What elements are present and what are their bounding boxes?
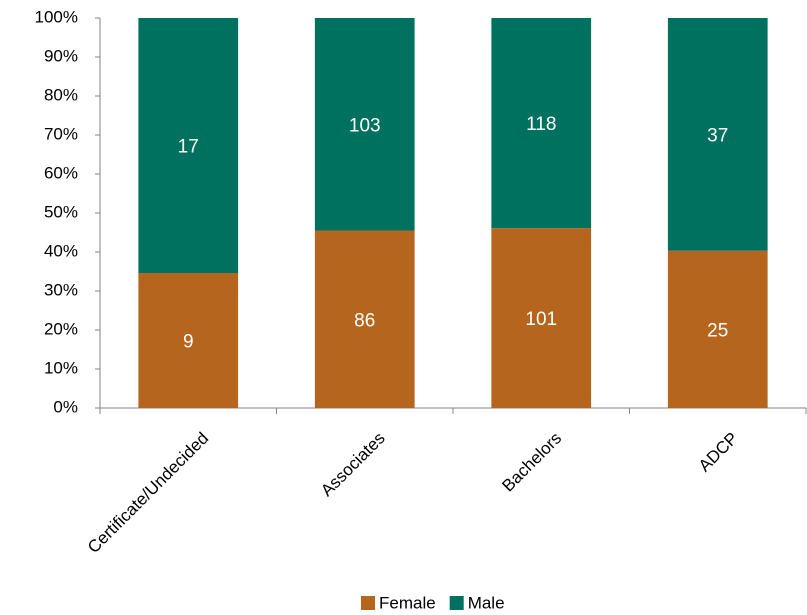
legend-label: Female [379, 593, 436, 612]
bar-segment [667, 18, 768, 251]
data-label: 103 [349, 115, 381, 136]
data-label: 17 [178, 137, 199, 158]
x-tick-label: Associates [317, 429, 389, 501]
bar-segment [491, 228, 592, 408]
y-tick-label: 30% [44, 280, 78, 299]
y-tick-label: 100% [35, 7, 78, 26]
y-tick-label: 90% [44, 46, 78, 65]
bar-segment [314, 18, 415, 231]
data-label: 37 [707, 125, 728, 146]
y-tick-label: 0% [53, 397, 78, 416]
bar-segment [491, 18, 592, 229]
y-tick-label: 20% [44, 319, 78, 338]
legend-swatch [449, 596, 464, 610]
y-tick-label: 70% [44, 124, 78, 143]
y-tick-label: 10% [44, 358, 78, 377]
y-tick-label: 60% [44, 163, 78, 182]
bar-segment [667, 250, 768, 408]
y-tick-label: 40% [44, 241, 78, 260]
data-label: 86 [354, 310, 375, 331]
bar-segment [138, 18, 239, 273]
data-label: 118 [526, 114, 556, 135]
legend-swatch [361, 596, 375, 610]
x-tick-label: Bachelors [498, 429, 565, 496]
legend-label: Male [468, 593, 505, 612]
bar-segment [138, 273, 239, 408]
y-tick-label: 80% [44, 85, 78, 104]
data-label: 101 [525, 309, 557, 330]
x-tick-label: ADCP [695, 429, 742, 476]
y-tick-label: 50% [44, 202, 78, 221]
bar-segment [314, 230, 415, 408]
data-label: 25 [707, 320, 728, 341]
x-tick-label: Certificate/Undecided [84, 429, 212, 557]
data-label: 9 [183, 332, 194, 353]
